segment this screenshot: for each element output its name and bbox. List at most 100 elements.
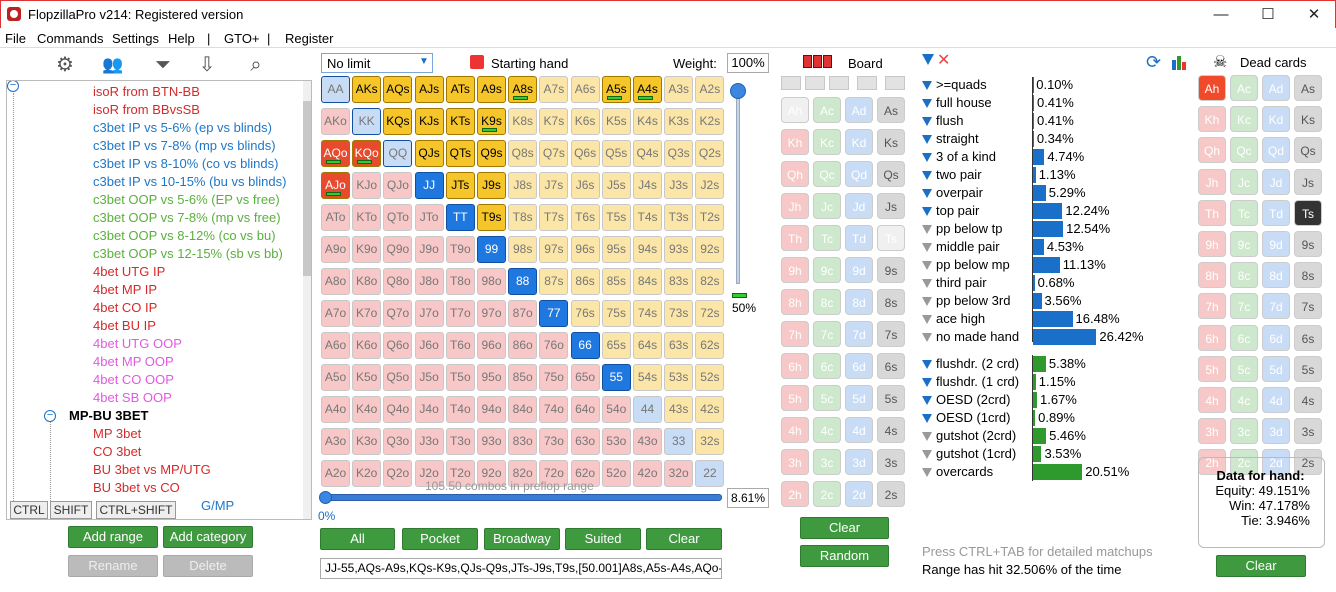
hand-cell-85s[interactable]: 85s: [601, 268, 631, 295]
hand-cell-65s[interactable]: 65s: [601, 332, 631, 359]
hand-cell-54s[interactable]: 54s: [633, 364, 662, 391]
hand-cell-94s[interactable]: 94s: [633, 236, 662, 263]
menu-gto[interactable]: GTO+: [224, 31, 260, 46]
tree-collapse-icon[interactable]: −: [7, 81, 19, 92]
board-card-5d[interactable]: 5d: [845, 385, 873, 411]
hand-cell-Q9s[interactable]: Q9s: [477, 140, 506, 167]
stat-row[interactable]: 3 of a kind: [922, 149, 996, 164]
dead-card-Jh[interactable]: Jh: [1198, 168, 1226, 195]
hand-cell-KTo[interactable]: KTo: [352, 204, 382, 231]
hand-cell-Q6s[interactable]: Q6s: [570, 140, 600, 167]
stat-row[interactable]: pp below tp: [922, 221, 1003, 236]
tree-item[interactable]: BU 3bet vs CO: [93, 480, 180, 495]
hand-cell-A6o[interactable]: A6o: [321, 332, 350, 359]
dead-card-9h[interactable]: 9h: [1198, 231, 1226, 257]
filter-icon[interactable]: [922, 414, 932, 424]
weight-slider[interactable]: [736, 88, 740, 284]
stat-row[interactable]: top pair: [922, 203, 979, 218]
dead-card-8h[interactable]: 8h: [1198, 262, 1226, 289]
chevron-down-icon[interactable]: ▼: [419, 56, 429, 67]
hand-cell-Q5s[interactable]: Q5s: [601, 140, 631, 167]
shift-modifier[interactable]: SHIFT: [50, 501, 92, 519]
dead-card-2d[interactable]: 2d: [1262, 449, 1290, 476]
dead-card-6s[interactable]: 6s: [1294, 324, 1322, 351]
close-button[interactable]: ✕: [1307, 6, 1321, 23]
tree-item[interactable]: 4bet MP OOP: [93, 354, 174, 369]
dead-card-Qs[interactable]: Qs: [1294, 137, 1322, 164]
hand-cell-J2s[interactable]: J2s: [695, 172, 725, 199]
board-card-6d[interactable]: 6d: [845, 353, 873, 379]
board-slot[interactable]: [781, 76, 801, 90]
filter-icon[interactable]: [922, 297, 932, 307]
hand-cell-T9o[interactable]: T9o: [445, 236, 475, 263]
range-text-input[interactable]: JJ-55,AQs-A9s,KQs-K9s,QJs-Q9s,JTs-J9s,T9…: [320, 558, 722, 579]
tree-item[interactable]: 4bet CO IP: [93, 300, 158, 315]
filter-icon[interactable]: [922, 117, 932, 127]
hand-cell-K9o[interactable]: K9o: [352, 236, 382, 263]
hand-cell-52s[interactable]: 52s: [695, 364, 725, 391]
dead-card-6c[interactable]: 6c: [1230, 324, 1258, 351]
dead-card-Tc[interactable]: Tc: [1230, 199, 1258, 226]
hand-cell-J9s[interactable]: J9s: [477, 172, 506, 199]
dead-card-Kh[interactable]: Kh: [1198, 106, 1226, 133]
hand-cell-K9s[interactable]: K9s: [477, 108, 506, 135]
dead-card-Js[interactable]: Js: [1294, 168, 1322, 195]
hand-cell-73o[interactable]: 73o: [539, 428, 569, 455]
hand-cell-98s[interactable]: 98s: [508, 236, 538, 263]
hand-cell-75o[interactable]: 75o: [539, 364, 569, 391]
hand-cell-A4s[interactable]: A4s: [633, 76, 662, 103]
hand-cell-JTo[interactable]: JTo: [414, 204, 444, 231]
hand-cell-A2s[interactable]: A2s: [695, 76, 725, 103]
dead-card-Ac[interactable]: Ac: [1230, 75, 1258, 101]
hand-cell-T8s[interactable]: T8s: [508, 204, 538, 231]
dead-card-8s[interactable]: 8s: [1294, 262, 1322, 289]
filter-icon[interactable]: [922, 153, 932, 163]
board-clear-button[interactable]: Clear: [800, 517, 889, 539]
stat-row[interactable]: ace high: [922, 311, 985, 326]
board-card-3h[interactable]: 3h: [781, 449, 809, 475]
tree-item[interactable]: CO 3bet: [93, 444, 142, 459]
hand-cell-93o[interactable]: 93o: [477, 428, 506, 455]
filter-icon[interactable]: [922, 279, 932, 289]
dead-card-6d[interactable]: 6d: [1262, 324, 1290, 351]
dead-card-2c[interactable]: 2c: [1230, 449, 1258, 476]
filter-icon[interactable]: [922, 432, 932, 442]
board-card-Kd[interactable]: Kd: [845, 129, 873, 155]
filter-icon[interactable]: [922, 99, 932, 109]
hand-cell-Q4o[interactable]: Q4o: [383, 396, 413, 423]
board-random-button[interactable]: Random: [800, 545, 889, 567]
hand-cell-95s[interactable]: 95s: [601, 236, 631, 263]
hand-cell-J9o[interactable]: J9o: [414, 236, 444, 263]
board-card-3s[interactable]: 3s: [877, 449, 905, 475]
add-range-button[interactable]: Add range: [68, 526, 158, 548]
dead-card-Jd[interactable]: Jd: [1262, 168, 1290, 195]
dead-card-Jc[interactable]: Jc: [1230, 168, 1258, 195]
hand-cell-22[interactable]: 22: [695, 460, 725, 487]
hand-cell-T4s[interactable]: T4s: [633, 204, 662, 231]
dead-card-5c[interactable]: 5c: [1230, 355, 1258, 382]
tree-item[interactable]: c3bet OOP vs 5-6% (EP vs free): [93, 192, 280, 207]
tree-item[interactable]: MP-BU 3BET: [69, 408, 149, 423]
tree-item[interactable]: 4bet UTG OOP: [93, 336, 182, 351]
hand-cell-AJs[interactable]: AJs: [414, 76, 444, 103]
dead-card-3h[interactable]: 3h: [1198, 418, 1226, 445]
dead-card-9d[interactable]: 9d: [1262, 231, 1290, 257]
board-card-5c[interactable]: 5c: [813, 385, 841, 411]
board-card-Ac[interactable]: Ac: [813, 97, 841, 123]
hand-cell-K8s[interactable]: K8s: [508, 108, 538, 135]
hand-cell-KQs[interactable]: KQs: [383, 108, 413, 135]
board-card-2h[interactable]: 2h: [781, 481, 809, 507]
tree-item[interactable]: c3bet IP vs 8-10% (co vs blinds): [93, 156, 279, 171]
hand-cell-KK[interactable]: KK: [352, 108, 382, 135]
hand-cell-83o[interactable]: 83o: [508, 428, 538, 455]
board-card-As[interactable]: As: [877, 97, 905, 123]
board-card-Qd[interactable]: Qd: [845, 161, 873, 187]
hand-cell-76s[interactable]: 76s: [570, 300, 600, 327]
stat-row[interactable]: OESD (2crd): [922, 392, 1010, 407]
hand-cell-76o[interactable]: 76o: [539, 332, 569, 359]
board-card-3d[interactable]: 3d: [845, 449, 873, 475]
hand-cell-J5s[interactable]: J5s: [601, 172, 631, 199]
tree-item[interactable]: c3bet IP vs 5-6% (ep vs blinds): [93, 120, 272, 135]
hand-cell-A6s[interactable]: A6s: [570, 76, 600, 103]
stat-row[interactable]: no made hand: [922, 329, 1019, 344]
